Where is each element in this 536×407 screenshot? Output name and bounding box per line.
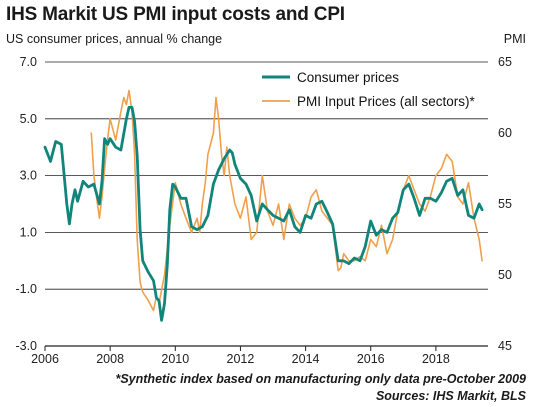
footnote: *Synthetic index based on manufacturing … xyxy=(115,372,526,386)
left-axis-label: US consumer prices, annual % change xyxy=(6,32,223,46)
left-tick-label: -1.0 xyxy=(15,282,37,296)
right-axis-label: PMI xyxy=(503,32,526,46)
left-tick-label: 3.0 xyxy=(20,169,37,183)
left-axis-ticks: 7.0 5.0 3.0 1.0 -1.0 -3.0 xyxy=(15,55,37,353)
series-line-pmi-input-prices xyxy=(90,89,483,312)
x-tick-label: 2018 xyxy=(422,352,450,366)
right-tick-label: 65 xyxy=(498,55,512,69)
x-axis-ticks: 2006 2008 2010 2012 2014 2016 2018 xyxy=(31,346,450,366)
left-tick-label: 1.0 xyxy=(20,225,37,239)
right-tick-label: 60 xyxy=(498,126,512,140)
right-tick-label: 50 xyxy=(498,268,512,282)
right-tick-label: 45 xyxy=(498,339,512,353)
left-tick-label: 5.0 xyxy=(20,112,37,126)
source-note: Sources: IHS Markit, BLS xyxy=(375,389,526,403)
legend-pmi-input-prices-label: PMI Input Prices (all sectors)* xyxy=(297,94,476,109)
left-tick-label: -3.0 xyxy=(15,339,37,353)
series-line-consumer-prices xyxy=(43,106,484,322)
left-tick-label: 7.0 xyxy=(20,55,37,69)
legend: Consumer prices PMI Input Prices (all sec… xyxy=(262,70,476,109)
right-axis-ticks: 65 60 55 50 45 xyxy=(498,55,512,353)
x-tick-label: 2016 xyxy=(357,352,385,366)
legend-consumer-prices-label: Consumer prices xyxy=(297,70,399,85)
series-layer xyxy=(43,89,484,322)
x-tick-label: 2010 xyxy=(161,352,189,366)
x-tick-label: 2006 xyxy=(31,352,59,366)
x-tick-label: 2014 xyxy=(292,352,320,366)
x-tick-label: 2012 xyxy=(227,352,255,366)
x-tick-label: 2008 xyxy=(96,352,124,366)
right-tick-label: 55 xyxy=(498,197,512,211)
chart-title: IHS Markit US PMI input costs and CPI xyxy=(6,4,345,25)
